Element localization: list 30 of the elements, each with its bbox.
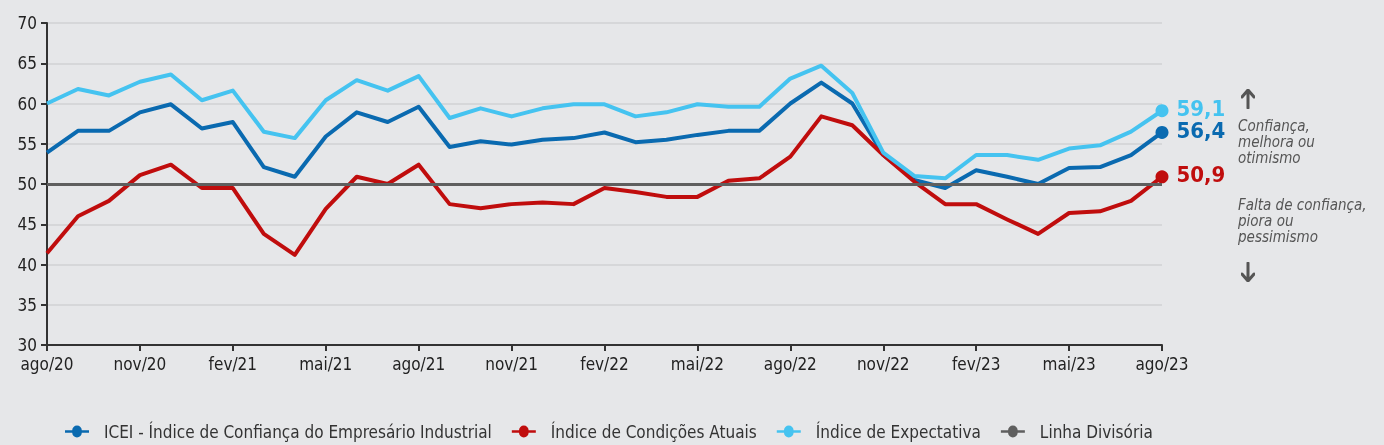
x-tick-label: mai/23 — [1042, 353, 1096, 374]
x-tick-label: fev/21 — [208, 353, 258, 374]
x-tick-label: nov/20 — [113, 353, 167, 374]
x-tick-label: fev/23 — [951, 353, 1001, 374]
legend-label: ICEI - Índice de Confiança do Empresário Industrial — [104, 420, 492, 442]
data-label: 50,9 — [1176, 162, 1226, 188]
text: Falta de confiança, piora ou pessimismo — [1237, 196, 1367, 246]
y-tick-label: 70 — [17, 13, 37, 33]
x-tick-label: nov/21 — [485, 353, 538, 374]
legend-label: Linha Divisória — [1039, 421, 1153, 442]
x-tick-label: nov/22 — [856, 353, 910, 374]
legend-label: Índice de Condições Atuais — [550, 420, 757, 442]
legend-label: Índice de Expectativa — [815, 420, 981, 442]
text: Confiança, melhora ou otimismo — [1238, 117, 1315, 167]
x-tick-label: mai/21 — [299, 353, 353, 374]
y-tick-label: 45 — [17, 214, 37, 235]
x-tick-label: fev/22 — [580, 353, 629, 374]
x-tick-label: ago/21 — [392, 353, 446, 374]
x-tick-label: ago/22 — [763, 353, 817, 374]
y-tick-label: 55 — [17, 133, 37, 154]
y-tick-label: 35 — [17, 294, 37, 315]
x-tick-label: ago/23 — [1135, 353, 1189, 374]
y-tick-label: 65 — [17, 53, 37, 74]
y-tick-label: 30 — [17, 335, 37, 355]
data-label: 59,1 — [1176, 96, 1226, 122]
x-tick-label: mai/22 — [670, 353, 724, 374]
y-tick-label: 40 — [17, 254, 37, 275]
y-tick-label: 50 — [17, 174, 37, 194]
x-tick-label: ago/20 — [20, 353, 74, 374]
y-tick-label: 60 — [17, 93, 37, 114]
